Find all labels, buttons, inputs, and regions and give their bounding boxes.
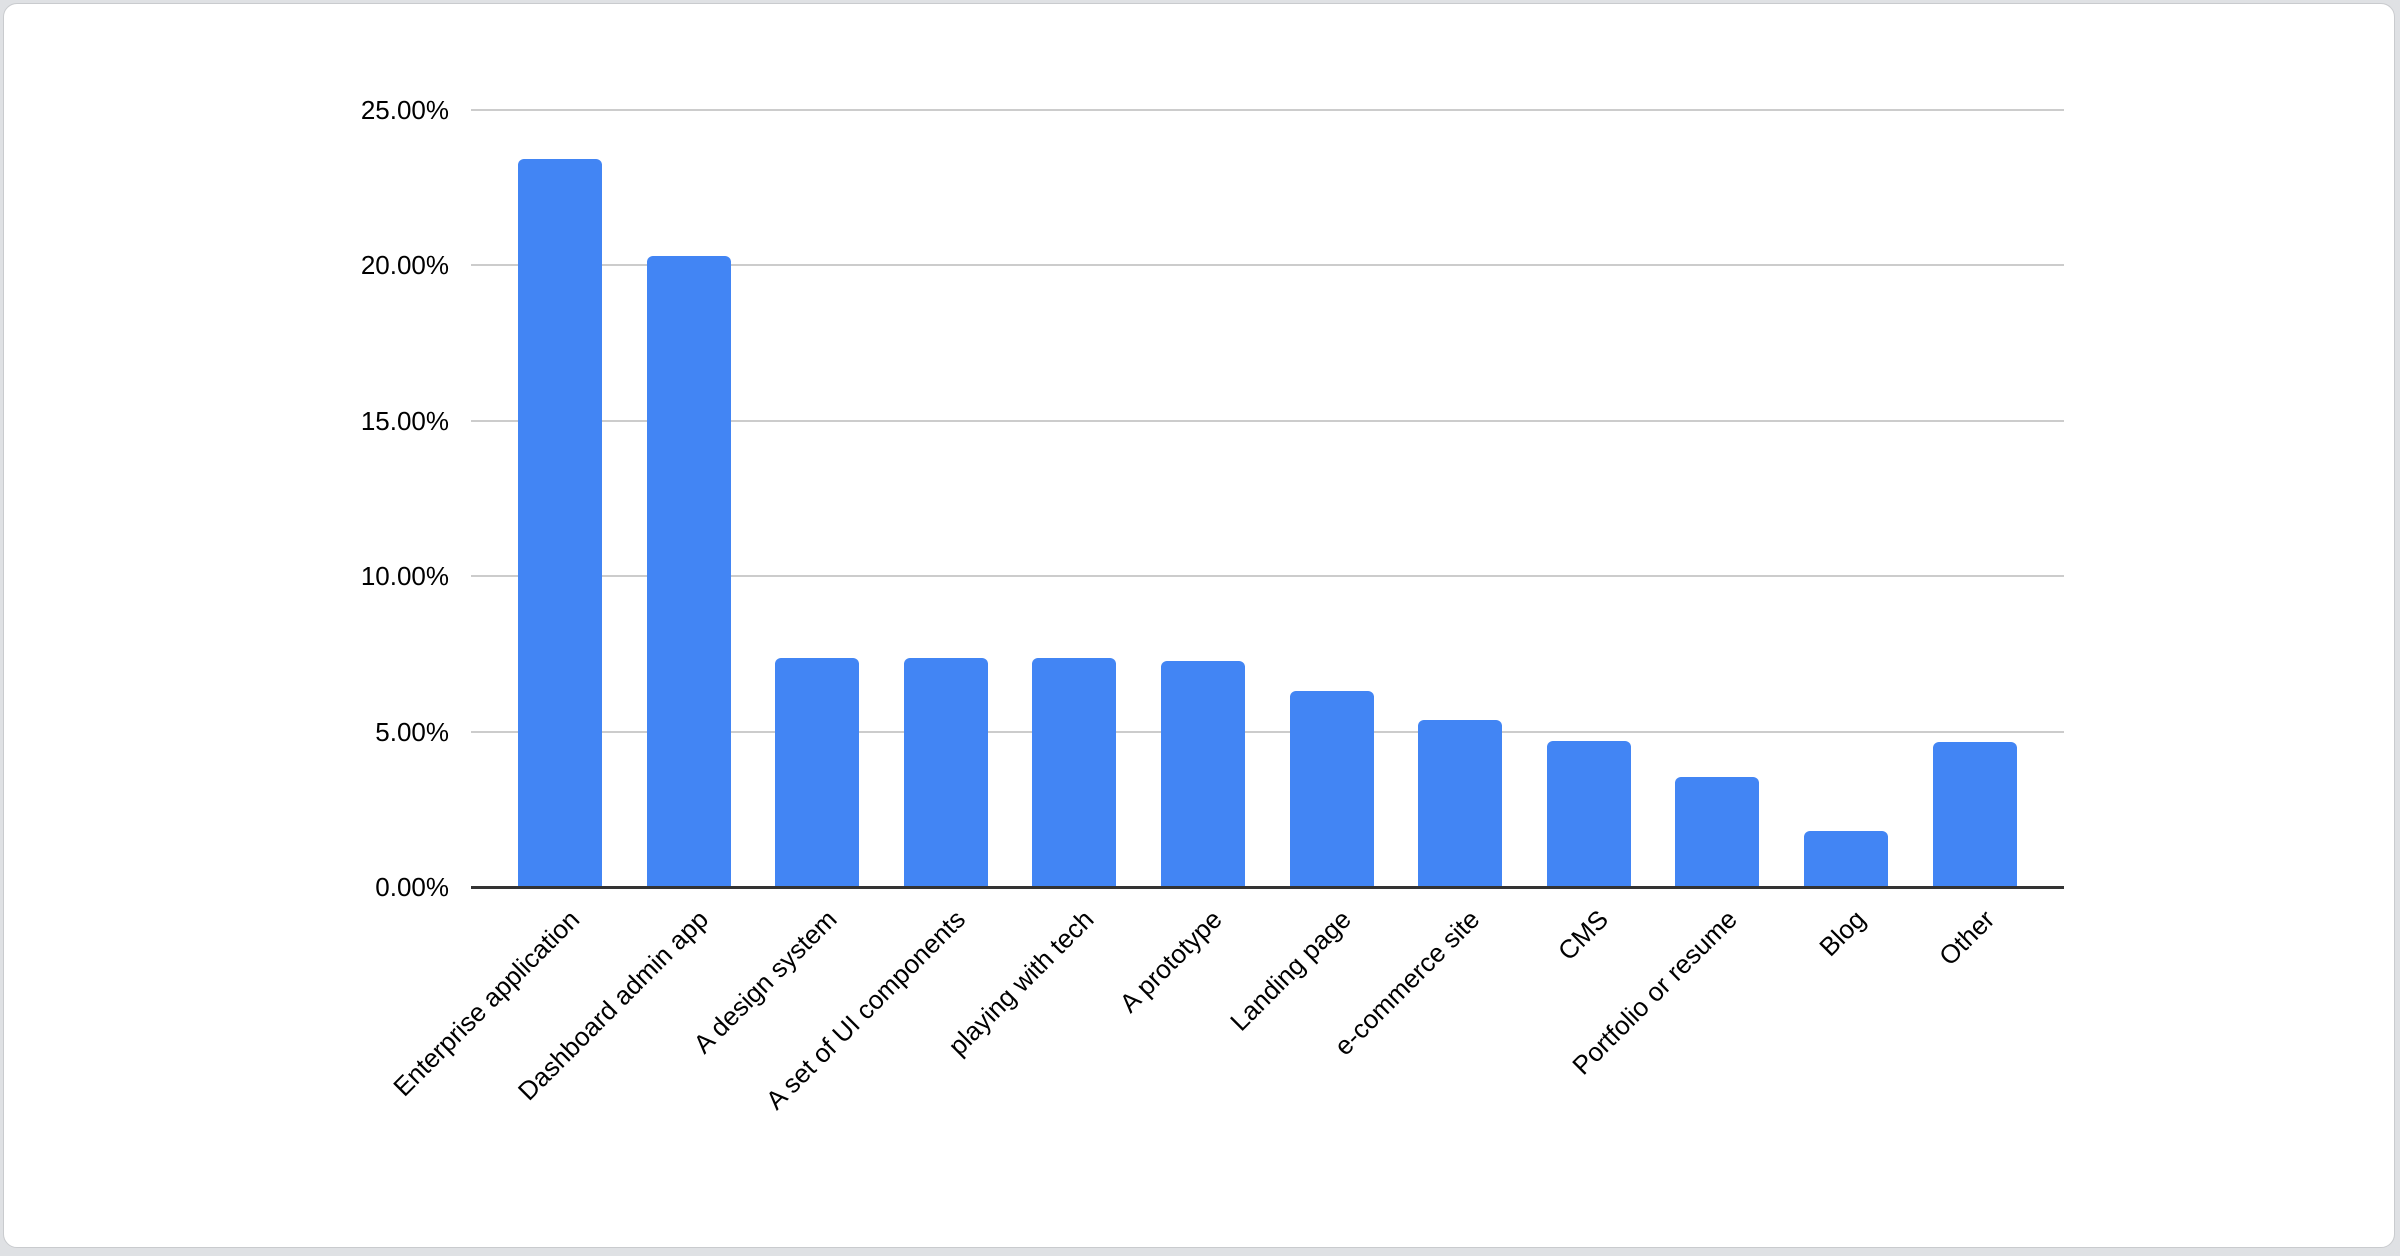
- y-axis-tick-label: 5.00%: [375, 716, 449, 747]
- x-axis-baseline: [471, 886, 2064, 889]
- y-gridline: [471, 264, 2064, 267]
- bar-5[interactable]: [1032, 657, 1117, 887]
- bar-11[interactable]: [1804, 830, 1888, 887]
- y-gridline: [471, 575, 2064, 578]
- chart-card: 25.00% 20.00% 15.00% 10.00% 5.00% 0.00% Enterp…: [3, 3, 2395, 1248]
- bar-7[interactable]: [1289, 690, 1374, 887]
- x-axis-category-label: CMS: [1551, 904, 1615, 967]
- bar-2[interactable]: [646, 256, 731, 887]
- bar-8[interactable]: [1418, 720, 1503, 887]
- bar-9[interactable]: [1546, 740, 1631, 887]
- bar-10[interactable]: [1675, 777, 1760, 887]
- y-axis-tick-label: 15.00%: [360, 405, 449, 436]
- x-axis-category-label: A prototype: [1113, 904, 1229, 1019]
- bar-6[interactable]: [1161, 660, 1245, 887]
- bar-1[interactable]: [518, 159, 602, 887]
- y-axis-tick-label: 20.00%: [360, 250, 449, 281]
- y-gridline: [471, 730, 2064, 733]
- y-axis-tick-label: 0.00%: [375, 872, 449, 902]
- x-axis-category-label: Blog: [1813, 904, 1872, 963]
- bar-chart: 25.00% 20.00% 15.00% 10.00% 5.00% 0.00% Enterp…: [4, 4, 2394, 1247]
- x-axis-category-label: Other: [1932, 904, 2000, 972]
- x-axis-category-label: Landing page: [1224, 904, 1357, 1037]
- y-gridline: [471, 419, 2064, 422]
- y-gridline: [471, 109, 2064, 111]
- bar-3[interactable]: [775, 657, 860, 887]
- y-axis-tick-label: 10.00%: [360, 561, 449, 592]
- bar-12[interactable]: [1932, 742, 2017, 887]
- bar-4[interactable]: [903, 657, 988, 887]
- y-axis-tick-label: 25.00%: [360, 95, 449, 125]
